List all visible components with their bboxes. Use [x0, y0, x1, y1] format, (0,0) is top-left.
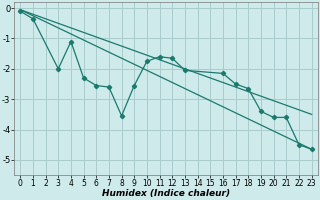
X-axis label: Humidex (Indice chaleur): Humidex (Indice chaleur) — [102, 189, 230, 198]
